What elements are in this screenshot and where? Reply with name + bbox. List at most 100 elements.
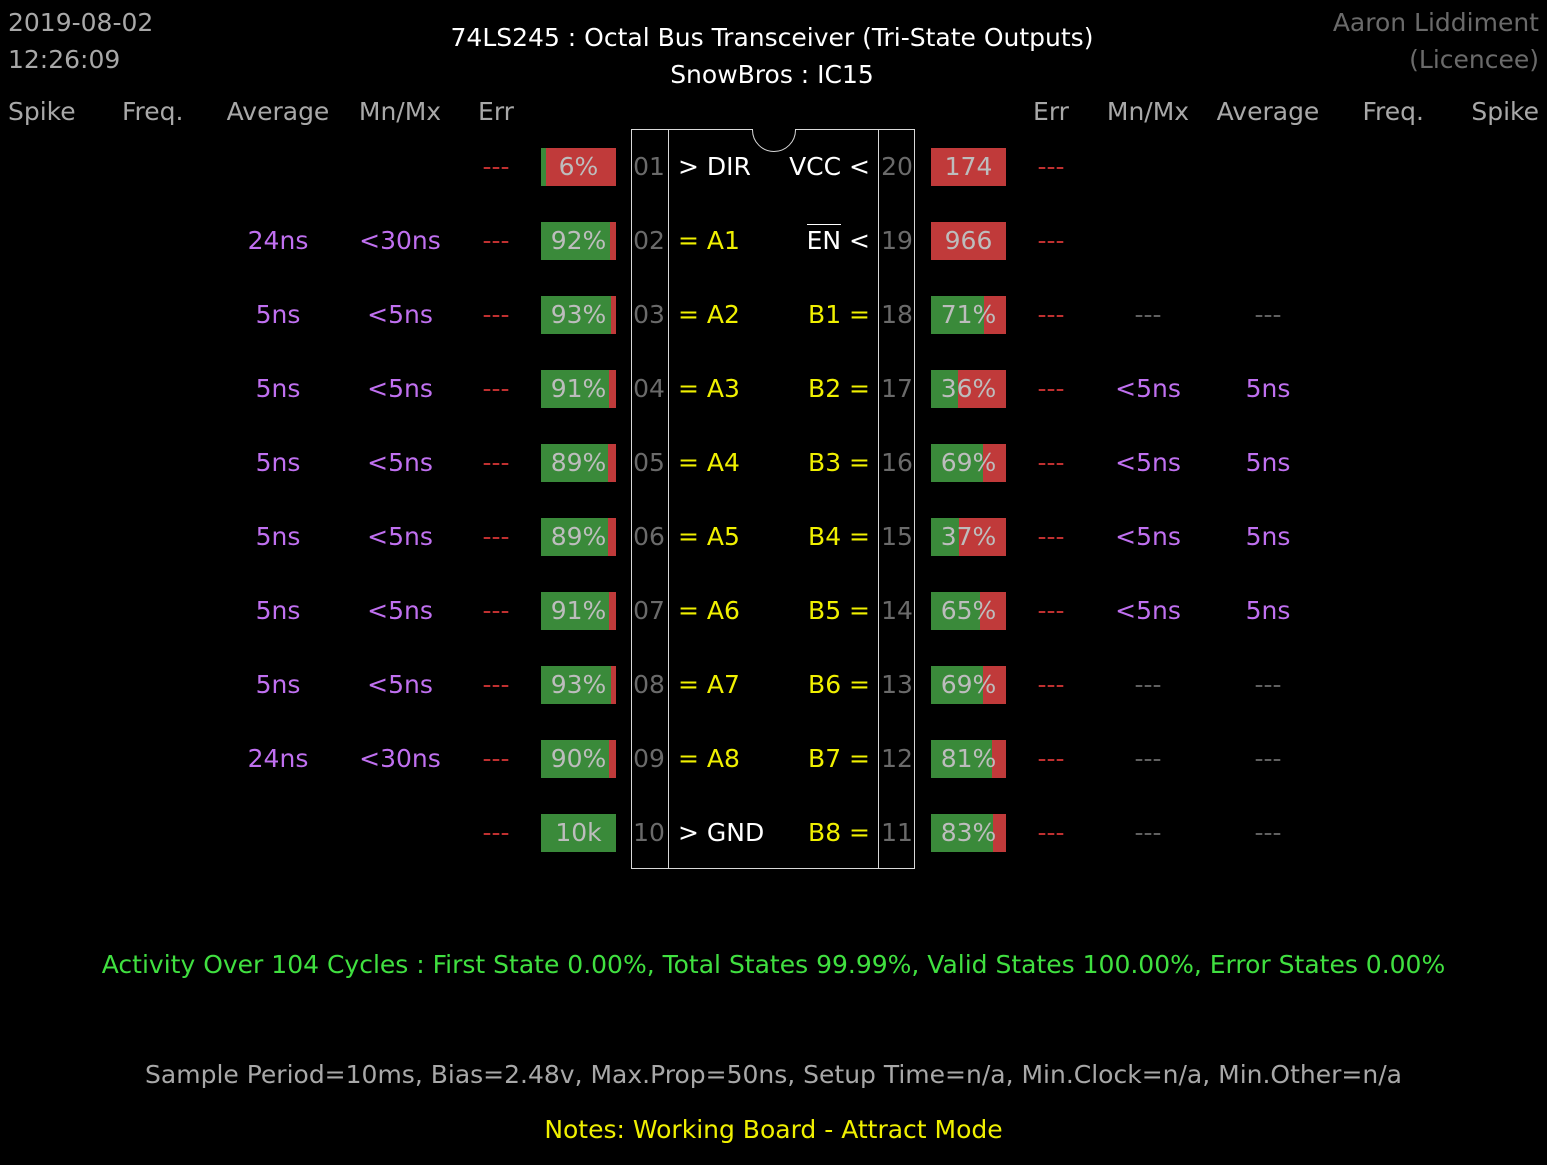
pin-number-right: 20 — [881, 152, 913, 181]
pin-err-left: --- — [482, 152, 510, 181]
pin-err-right: --- — [1037, 522, 1065, 551]
bar-fill — [541, 666, 611, 704]
header-average-left: Average — [226, 97, 330, 126]
header-mnmx-right: Mn/Mx — [1106, 97, 1190, 126]
pin-average-left: 5ns — [255, 300, 301, 329]
pin-err-left: --- — [482, 300, 510, 329]
pin-mnmx-right — [1088, 221, 1208, 261]
pin-number-left: 06 — [633, 522, 665, 551]
pin-label-right: B8 = — [808, 818, 870, 847]
bar-fill — [541, 814, 616, 852]
pin-err-right: --- — [1037, 374, 1065, 403]
pin-average-right — [1208, 221, 1328, 261]
header-average-right: Average — [1216, 97, 1320, 126]
bar-fill — [931, 518, 959, 556]
pin-average-right: 5ns — [1245, 448, 1291, 477]
pin-mnmx-left: <5ns — [367, 670, 433, 699]
pin-number-right: 19 — [881, 226, 913, 255]
pin-activity-bar-left: 91% — [541, 370, 616, 408]
activity-summary: Activity Over 104 Cycles : First State 0… — [101, 950, 1446, 979]
pin-average-left — [218, 813, 338, 853]
pin-mnmx-left: <5ns — [367, 596, 433, 625]
pin-err-right: --- — [1037, 448, 1065, 477]
bar-value: 36% — [940, 374, 997, 403]
pin-activity-bar-right: 65% — [931, 592, 1006, 630]
pin-number-left: 02 — [633, 226, 665, 255]
pin-label-left: = A5 — [678, 522, 740, 551]
pin-label-left: = A1 — [678, 226, 740, 255]
pin-err-left: --- — [482, 226, 510, 255]
bar-value: 37% — [940, 522, 997, 551]
pin-number-left: 10 — [633, 818, 665, 847]
pin-label-right: VCC < — [789, 152, 870, 181]
pin-label-left: > DIR — [678, 152, 751, 181]
pin-mnmx-right: <5ns — [1115, 448, 1181, 477]
header-spike-left: Spike — [8, 97, 76, 126]
pin-average-left: 5ns — [255, 522, 301, 551]
pin-label-left: = A2 — [678, 300, 740, 329]
enable-overline-label: EN — [806, 224, 842, 255]
pin-mnmx-left: <30ns — [359, 226, 441, 255]
pin-activity-bar-right: 81% — [931, 740, 1006, 778]
pin-err-right: --- — [1037, 596, 1065, 625]
pin-err-right: --- — [1037, 818, 1065, 847]
pin-average-right — [1208, 147, 1328, 187]
pin-average-left: 24ns — [247, 226, 309, 255]
bar-value: 89% — [550, 522, 607, 551]
pin-average-left: 5ns — [255, 670, 301, 699]
pin-number-right: 15 — [881, 522, 913, 551]
bar-value: 10k — [555, 818, 602, 847]
pin-label-right: B4 = — [808, 522, 870, 551]
pin-err-left: --- — [482, 818, 510, 847]
pin-activity-bar-left: 93% — [541, 296, 616, 334]
pin-mnmx-right: <5ns — [1115, 596, 1181, 625]
bar-fill — [931, 592, 980, 630]
pin-average-left — [218, 147, 338, 187]
pin-number-left: 01 — [633, 152, 665, 181]
pin-label-right: EN < — [806, 221, 870, 261]
pin-mnmx-right: --- — [1134, 670, 1162, 699]
pin-activity-bar-left: 6% — [541, 148, 616, 186]
pin-label-right: B5 = — [808, 596, 870, 625]
pin-mnmx-left — [340, 813, 460, 853]
pin-number-right: 11 — [881, 818, 913, 847]
pin-activity-bar-left: 89% — [541, 444, 616, 482]
pin-number-right: 14 — [881, 596, 913, 625]
pin-activity-bar-left: 92% — [541, 222, 616, 260]
pin-number-left: 05 — [633, 448, 665, 477]
pin-activity-bar-right: 966 — [931, 222, 1006, 260]
pin-average-right: 5ns — [1245, 374, 1291, 403]
pin-mnmx-left: <5ns — [367, 448, 433, 477]
ic-notch — [752, 129, 796, 152]
chip-title: 74LS245 : Octal Bus Transceiver (Tri-Sta… — [450, 23, 1094, 52]
bar-value: 93% — [550, 670, 607, 699]
pin-mnmx-right — [1088, 147, 1208, 187]
pin-average-right: 5ns — [1245, 596, 1291, 625]
header-err-left: Err — [478, 97, 514, 126]
bar-fill — [541, 444, 608, 482]
pin-label-right: B1 = — [808, 300, 870, 329]
pin-mnmx-left: <5ns — [367, 300, 433, 329]
pin-activity-bar-right: 83% — [931, 814, 1006, 852]
pin-activity-bar-right: 69% — [931, 666, 1006, 704]
bar-fill — [541, 592, 610, 630]
pin-activity-bar-left: 93% — [541, 666, 616, 704]
bar-fill — [931, 740, 992, 778]
pin-average-left: 5ns — [255, 596, 301, 625]
pin-err-left: --- — [482, 670, 510, 699]
pin-number-right: 17 — [881, 374, 913, 403]
pin-err-left: --- — [482, 448, 510, 477]
notes: Notes: Working Board - Attract Mode — [544, 1115, 1003, 1144]
pin-average-right: --- — [1254, 670, 1282, 699]
pin-err-right: --- — [1037, 300, 1065, 329]
pin-label-left: = A4 — [678, 448, 740, 477]
time-label: 12:26:09 — [8, 45, 121, 74]
bar-fill — [541, 296, 611, 334]
pin-label-left: > GND — [678, 818, 765, 847]
header-mnmx-left: Mn/Mx — [358, 97, 442, 126]
bar-value: 69% — [940, 670, 997, 699]
bar-value: 92% — [550, 226, 607, 255]
pin-activity-bar-left: 91% — [541, 592, 616, 630]
pin-mnmx-right: --- — [1134, 744, 1162, 773]
pin-label-right: B2 = — [808, 374, 870, 403]
